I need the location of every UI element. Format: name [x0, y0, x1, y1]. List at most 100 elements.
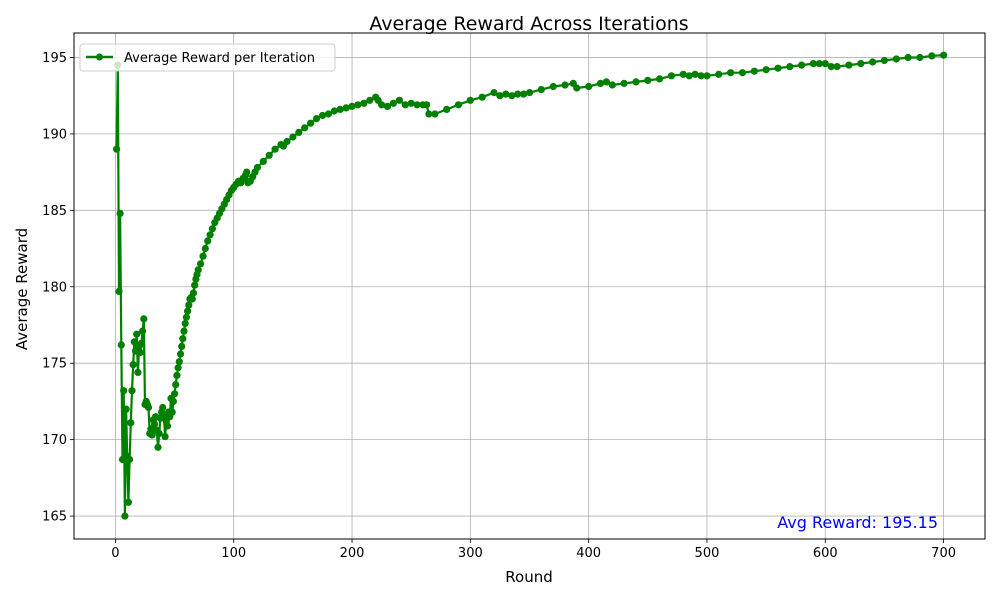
data-point — [301, 124, 309, 132]
y-tick-label: 195 — [42, 51, 67, 66]
data-point — [191, 281, 199, 289]
plot-frame — [73, 32, 986, 540]
y-tick-label: 185 — [42, 204, 67, 219]
data-point — [324, 110, 332, 118]
data-point — [194, 266, 202, 274]
data-point — [815, 60, 824, 68]
data-point — [798, 61, 806, 69]
data-point — [204, 237, 212, 245]
data-point — [809, 60, 818, 68]
data-point — [137, 339, 145, 347]
data-point — [127, 419, 135, 427]
x-tick-label: 200 — [340, 546, 365, 561]
data-point — [174, 364, 182, 372]
data-point — [182, 313, 190, 321]
x-tick-label: 100 — [221, 546, 246, 561]
data-point — [189, 289, 198, 297]
data-point — [383, 102, 392, 110]
x-tick-label: 300 — [458, 546, 483, 561]
data-point — [163, 422, 172, 430]
x-tick-label: 500 — [695, 546, 720, 561]
data-point — [786, 63, 794, 71]
data-point — [525, 89, 534, 97]
data-point — [360, 99, 368, 107]
data-point — [401, 101, 409, 109]
data-point — [423, 101, 431, 109]
data-point — [940, 51, 948, 59]
data-point — [620, 79, 628, 87]
legend-box — [79, 43, 336, 72]
data-point — [585, 82, 593, 91]
data-point — [738, 69, 747, 77]
data-point — [378, 101, 386, 109]
data-point — [173, 371, 181, 379]
data-point — [667, 72, 676, 80]
data-point — [679, 70, 687, 78]
data-point — [130, 338, 138, 346]
data-point — [318, 111, 327, 120]
chart-title: Average Reward Across Iterations — [369, 13, 688, 35]
data-point — [134, 368, 142, 376]
data-point — [520, 90, 528, 98]
data-point — [197, 260, 205, 268]
axis-ticks: 0 100 200 300 400 500 600 700 165 170 175 180 185 190… — [42, 51, 956, 561]
data-point — [243, 168, 251, 176]
data-point — [148, 431, 156, 439]
data-point — [348, 102, 356, 110]
data-point — [928, 52, 936, 60]
data-point — [857, 60, 865, 68]
y-tick-label: 190 — [42, 127, 67, 142]
data-point — [336, 105, 344, 113]
data-point — [697, 72, 705, 80]
data-point — [161, 433, 169, 441]
data-point — [184, 307, 192, 315]
data-point — [150, 420, 159, 428]
data-point — [116, 209, 124, 217]
data-point — [454, 101, 463, 109]
data-point — [632, 78, 640, 86]
data-point — [821, 60, 829, 68]
data-point — [133, 330, 141, 338]
data-point — [312, 115, 321, 123]
data-point — [413, 101, 421, 109]
y-tick-label: 180 — [42, 280, 67, 295]
data-point — [265, 151, 273, 159]
y-tick-label: 165 — [42, 510, 67, 525]
data-point — [685, 72, 693, 80]
legend-entry-label: Average Reward per Iteration — [124, 51, 315, 66]
data-point — [608, 81, 616, 89]
data-point — [129, 361, 137, 369]
y-tick-label: 170 — [42, 433, 67, 448]
data-point — [283, 137, 291, 146]
data-point — [155, 429, 163, 438]
data-point — [827, 63, 835, 71]
data-point — [159, 403, 167, 412]
data-point — [172, 381, 180, 389]
data-point — [561, 81, 569, 89]
data-point — [549, 82, 557, 91]
data-point — [845, 61, 853, 69]
data-point — [833, 63, 841, 71]
series-line-layer — [113, 51, 948, 520]
data-point — [727, 69, 735, 77]
data-point — [139, 327, 147, 335]
x-axis-label: Round — [505, 568, 552, 586]
data-point — [169, 397, 177, 405]
data-point — [201, 244, 209, 253]
data-point — [342, 104, 350, 112]
data-point — [602, 78, 611, 86]
data-point — [762, 66, 770, 74]
data-point — [656, 75, 664, 83]
data-point — [140, 315, 148, 323]
data-point — [478, 93, 486, 101]
data-point — [289, 133, 297, 141]
data-point — [880, 56, 889, 65]
data-point — [136, 348, 144, 357]
data-point — [179, 335, 187, 343]
x-tick-label: 600 — [813, 546, 838, 561]
data-point — [425, 110, 433, 118]
data-point — [431, 110, 439, 118]
data-point — [644, 76, 652, 84]
